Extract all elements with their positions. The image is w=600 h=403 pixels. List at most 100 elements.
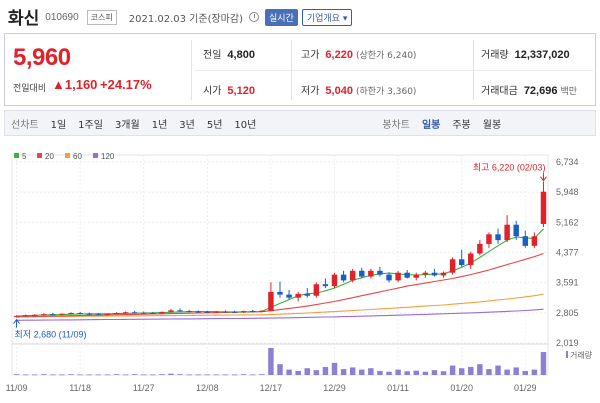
ma5-line	[16, 228, 544, 317]
volume-bar	[458, 368, 465, 375]
volume-bar	[404, 371, 410, 375]
candle-body	[531, 236, 538, 246]
candle-body	[159, 311, 165, 314]
tab-3m[interactable]: 3개월	[114, 119, 140, 131]
upper-limit: (상한가 6,240)	[355, 51, 417, 61]
legend-swatch	[93, 153, 98, 158]
candle-chart-label: 봉차트	[382, 119, 410, 131]
candle-body	[131, 312, 138, 314]
candle-body	[150, 313, 156, 315]
volume-bar	[113, 374, 120, 375]
open-value: 5,120	[227, 85, 255, 97]
high-label: 고가	[301, 50, 320, 61]
volume-bar	[240, 374, 247, 375]
volume-bar	[168, 373, 174, 375]
line-chart-label: 선차트	[11, 119, 39, 131]
candle-body	[222, 311, 229, 313]
candle-body	[359, 270, 365, 277]
high-value: 6,220	[325, 49, 353, 61]
volume-bar	[141, 374, 147, 376]
volume-bar	[250, 374, 256, 376]
volume-legend-swatch	[566, 351, 568, 358]
candle-body	[422, 272, 429, 275]
candle-body	[377, 270, 383, 275]
candle-body	[168, 310, 174, 312]
volume-bar	[13, 374, 20, 375]
candle-body	[477, 243, 483, 254]
realtime-button[interactable]: 실시간	[265, 8, 298, 26]
volume-bar	[41, 374, 47, 375]
candle-body	[513, 224, 519, 237]
volume-bar	[431, 370, 438, 375]
company-info-button[interactable]: 기업개요 ▾	[301, 8, 353, 26]
volume-bar	[22, 374, 29, 376]
candle-body	[259, 310, 265, 312]
price-chart[interactable]: 5 20 60 120 6,734 5,948 5,162 4,377 3,591 2,805 2…	[0, 138, 600, 403]
volume-cell: 거래량 12,337,020	[481, 46, 570, 61]
candle-body	[386, 274, 392, 281]
volume-bar	[195, 374, 201, 376]
tab-5y[interactable]: 5년	[206, 119, 223, 131]
volume-bar	[440, 371, 447, 375]
prev-close-label: 전일	[203, 50, 222, 61]
clock-icon	[249, 12, 259, 22]
price-markers: 최고 6,220 (02/03) 최저 2,680 (11/09)	[13, 163, 547, 340]
candle-body	[458, 259, 465, 266]
tab-1y[interactable]: 1년	[151, 119, 168, 131]
prev-close-value: 4,800	[227, 49, 255, 61]
tab-3y[interactable]: 3년	[179, 119, 195, 131]
candle-body	[177, 310, 183, 312]
tab-1d[interactable]: 1일	[50, 119, 67, 131]
candle-body	[404, 272, 410, 278]
current-price: 5,960	[13, 44, 71, 71]
candle-body	[304, 293, 310, 296]
volume-bar	[95, 374, 102, 376]
x-tick-label: 01/20	[450, 383, 473, 393]
volume-bar	[295, 370, 301, 375]
open-cell: 시가 5,120	[203, 82, 255, 97]
candle-body	[286, 294, 292, 298]
candle-body	[440, 272, 447, 276]
high-marker-label: 최고 6,220 (02/03)	[473, 163, 546, 173]
candle-body	[113, 313, 120, 315]
open-label: 시가	[203, 86, 222, 97]
tab-1w[interactable]: 1주일	[78, 119, 103, 131]
volume-bar	[486, 369, 492, 375]
tab-monthly[interactable]: 월봉	[482, 119, 502, 131]
volume-bar	[222, 374, 229, 376]
legend-label: 20	[45, 152, 54, 161]
volume-label: 거래량	[481, 50, 509, 61]
candle-body	[277, 291, 283, 295]
volume-bar	[268, 348, 274, 375]
volume-legend-label: 거래량	[570, 350, 593, 360]
volume-bar	[531, 369, 538, 375]
legend-label: 120	[101, 152, 115, 161]
y-tick-label: 5,948	[556, 187, 579, 197]
legend-swatch	[37, 153, 42, 158]
y-axis: 6,734 5,948 5,162 4,377 3,591 2,805 2,019	[556, 157, 579, 348]
candle-body	[268, 291, 274, 311]
x-tick-label: 11/18	[69, 383, 91, 393]
candle-body	[322, 284, 329, 287]
amount-label: 거래대금	[481, 86, 518, 97]
legend-label: 60	[73, 152, 82, 161]
candle-body	[240, 311, 247, 313]
volume-bar	[104, 374, 111, 376]
x-tick-label: 12/29	[323, 383, 346, 393]
tab-10y[interactable]: 10년	[234, 119, 257, 131]
divider	[195, 70, 593, 71]
low-value: 5,040	[325, 85, 353, 97]
candle-body	[22, 315, 29, 317]
candle-body	[31, 314, 38, 316]
ma60-line	[16, 293, 544, 318]
quote-summary: 5,960 전일대비 ▲1,160 +24.17% 전일 4,800 고가 6,…	[4, 33, 596, 106]
chart-tab-bar: 선차트 1일 1주일 3개월 1년 3년 5년 10년 봉차트 일봉 주봉 월봉	[4, 110, 596, 136]
tab-daily[interactable]: 일봉	[421, 119, 441, 131]
quote-date: 2021.02.03 기준(장마감)	[128, 13, 243, 25]
candle-body	[141, 312, 147, 314]
tab-weekly[interactable]: 주봉	[452, 119, 471, 131]
y-tick-label: 6,734	[556, 157, 579, 167]
volume-value: 12,337,020	[514, 49, 570, 61]
volume-bar	[340, 369, 347, 375]
x-tick-label: 11/09	[6, 383, 28, 393]
